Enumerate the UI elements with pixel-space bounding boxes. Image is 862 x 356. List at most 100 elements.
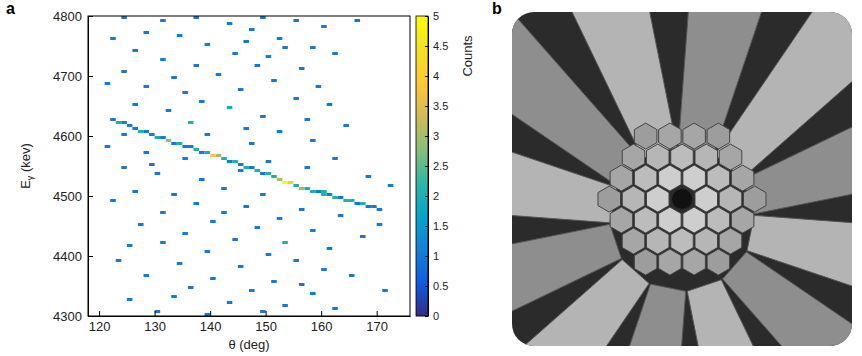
heatmap-cell	[332, 52, 338, 55]
colorbar-strip	[416, 74, 428, 75]
heatmap-cell	[360, 202, 366, 205]
colorbar-strip	[416, 129, 428, 130]
colorbar-strip	[416, 140, 428, 141]
colorbar-strip	[416, 306, 428, 307]
y-tick: 4500	[53, 189, 93, 204]
heatmap-cell	[260, 310, 266, 313]
colorbar-strip	[416, 146, 428, 147]
colorbar-strip	[416, 278, 428, 279]
colorbar-strip	[416, 123, 428, 124]
colorbar-strip	[416, 164, 428, 165]
colorbar-strip	[416, 272, 428, 273]
heatmap-cell	[144, 274, 150, 277]
detector-housing	[743, 97, 852, 214]
colorbar-strip	[416, 95, 428, 96]
colorbar-tick-label: 1	[433, 250, 439, 262]
x-tick: 140	[200, 311, 222, 334]
heatmap-cell	[210, 154, 216, 157]
colorbar-strip	[416, 288, 428, 289]
colorbar-strip	[416, 282, 428, 283]
heatmap-cell	[160, 136, 166, 139]
heatmap-cell	[121, 121, 127, 124]
colorbar-strip	[416, 161, 428, 162]
colorbar-strip	[416, 32, 428, 33]
heatmap-cell	[227, 106, 233, 109]
heatmap-cell	[354, 202, 360, 205]
colorbar-strip	[416, 283, 428, 284]
heatmap-cell	[282, 181, 288, 184]
colorbar-strip	[416, 72, 428, 73]
colorbar-strip	[416, 44, 428, 45]
colorbar-strip	[416, 267, 428, 268]
x-tick-mark	[266, 311, 267, 316]
colorbar-strip	[416, 198, 428, 199]
colorbar-strip	[416, 170, 428, 171]
colorbar-strip	[416, 197, 428, 198]
heatmap-cell	[205, 133, 211, 136]
heatmap-cell	[160, 58, 166, 61]
colorbar-strip	[416, 134, 428, 135]
colorbar-strip	[416, 271, 428, 272]
colorbar-strip	[416, 110, 428, 111]
heatmap-cell	[266, 253, 272, 256]
colorbar-strip	[416, 155, 428, 156]
x-tick-mark	[377, 311, 378, 316]
colorbar-tick-label: 5	[433, 10, 439, 22]
colorbar-strip	[416, 38, 428, 39]
colorbar-strip	[416, 136, 428, 137]
heatmap-cell	[116, 121, 122, 124]
colorbar-strip	[416, 277, 428, 278]
colorbar-tick-mark	[425, 76, 428, 77]
colorbar-strip	[416, 259, 428, 260]
heatmap-cell	[271, 79, 277, 82]
colorbar-strip	[416, 239, 428, 240]
colorbar-strip	[416, 286, 428, 287]
colorbar-strip	[416, 127, 428, 128]
colorbar-strip	[416, 307, 428, 308]
y-tick-label: 4400	[53, 249, 82, 264]
colorbar-strip	[416, 67, 428, 68]
colorbar-strip	[416, 308, 428, 309]
colorbar-strip	[416, 93, 428, 94]
colorbar-strip	[416, 268, 428, 269]
heatmap-cell	[349, 199, 355, 202]
colorbar-strip	[416, 50, 428, 51]
colorbar-strip	[416, 90, 428, 91]
crystal-face	[646, 228, 669, 254]
colorbar-strip	[416, 251, 428, 252]
x-tick-mark	[210, 311, 211, 316]
colorbar-strip	[416, 233, 428, 234]
colorbar-strip	[416, 58, 428, 59]
colorbar-strip	[416, 216, 428, 217]
colorbar-strip	[416, 217, 428, 218]
colorbar-strip	[416, 51, 428, 52]
heatmap-cell	[321, 25, 327, 28]
colorbar-strip	[416, 109, 428, 110]
heatmap-cell	[305, 118, 311, 121]
heatmap-cell	[166, 139, 172, 142]
x-tick: 130	[144, 311, 166, 334]
colorbar-strip	[416, 211, 428, 212]
crystal-face	[598, 186, 621, 212]
heatmap-cell	[171, 295, 177, 298]
heatmap-cell	[260, 193, 266, 196]
heatmap-cell	[132, 103, 138, 106]
x-tick-label: 120	[89, 319, 111, 334]
colorbar-strip	[416, 163, 428, 164]
colorbar-strip	[416, 215, 428, 216]
colorbar-strip	[416, 241, 428, 242]
colorbar-tick-label: 0.5	[433, 280, 448, 292]
colorbar-strip	[416, 202, 428, 203]
colorbar-tick: 1	[425, 250, 439, 262]
detector-housing	[687, 280, 804, 346]
colorbar-strip	[416, 115, 428, 116]
colorbar-strip	[416, 183, 428, 184]
heatmap-cell	[255, 64, 261, 67]
colorbar-strip	[416, 46, 428, 47]
crystal-face	[634, 249, 657, 275]
heatmap-cell	[210, 277, 216, 280]
colorbar-strip	[416, 298, 428, 299]
x-tick: 170	[366, 311, 388, 334]
heatmap-cell	[182, 91, 188, 94]
crystal-face	[719, 186, 742, 212]
